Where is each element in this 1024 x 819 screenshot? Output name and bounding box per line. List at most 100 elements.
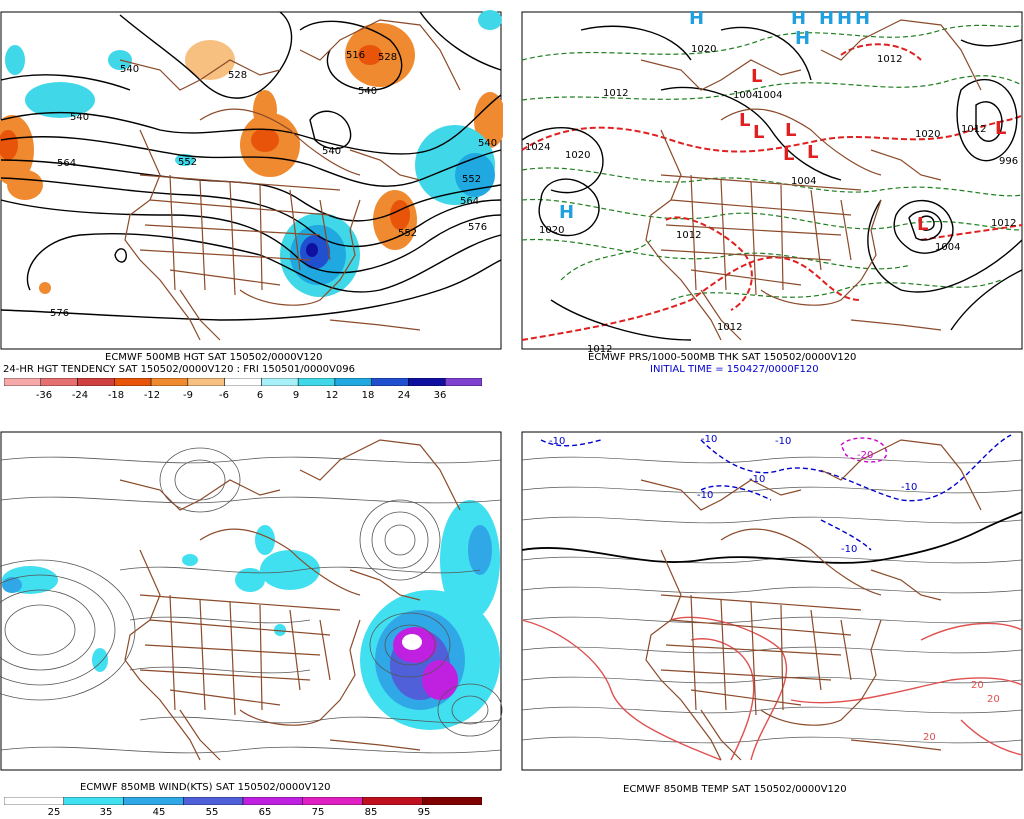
- isobar-label: 1020: [565, 150, 590, 161]
- panel-caption: ECMWF 500MB HGT SAT 150502/0000V120: [105, 352, 323, 363]
- colorbar-label: -18: [107, 390, 125, 401]
- map-500mb-height: 540 540 564 552 540 528 516 528 540 540 …: [0, 10, 503, 350]
- isobar-label: 1012: [991, 218, 1016, 229]
- isotherm-label: 20: [971, 680, 984, 691]
- temperature-isotherms: [521, 456, 1023, 744]
- cold-isotherms: [540, 434, 1012, 551]
- colorbar-swatch: [371, 378, 409, 386]
- isobar-label: 1004: [791, 176, 816, 187]
- colorbar-label: 55: [205, 807, 219, 818]
- colorbar-label: -36: [35, 390, 53, 401]
- contour-label: 564: [57, 158, 76, 169]
- colorbar-label: 12: [325, 390, 339, 401]
- contour-label: 564: [460, 196, 479, 207]
- low-pressure-marker: L: [751, 66, 762, 87]
- isotherm-label: -10: [901, 482, 917, 493]
- contour-label: 540: [120, 64, 139, 75]
- contour-label: 540: [358, 86, 377, 97]
- wind-speed-shading: [2, 500, 500, 730]
- low-pressure-marker: L: [995, 118, 1006, 139]
- contour-labels: 540 540 564 552 540 528 516 528 540 540 …: [50, 50, 497, 319]
- colorbar-swatch: [302, 797, 363, 805]
- colorbar-label: 25: [47, 807, 61, 818]
- colorbar-label: 65: [258, 807, 272, 818]
- high-pressure-marker: H: [791, 8, 806, 29]
- colorbar-labels: -36 -24 -18 -12 -9 -6 6 9 12 18 24 36: [4, 390, 482, 402]
- colorbar-swatch: [150, 378, 189, 386]
- contour-label: 528: [228, 70, 247, 81]
- isobar-label: 1004: [733, 90, 758, 101]
- panel-caption: ECMWF 850MB TEMP SAT 150502/0000V120: [623, 784, 847, 795]
- colorbar-label: 6: [256, 390, 264, 401]
- low-pressure-marker: L: [807, 142, 818, 163]
- contour-label: 552: [462, 174, 481, 185]
- colorbar-label: 75: [311, 807, 325, 818]
- colorbar-label: 24: [397, 390, 411, 401]
- colorbar-swatch: [261, 378, 299, 386]
- map-850mb-temperature: -10 -10 -10 -10 -10 -20 -10 20 20 -10 20: [521, 431, 1023, 771]
- map-boundaries: [119, 439, 461, 761]
- colorbar-swatch: [114, 378, 152, 386]
- height-contours: [0, 11, 502, 321]
- panel-caption: ECMWF PRS/1000-500MB THK SAT 150502/0000…: [588, 352, 857, 363]
- map-boundaries: [640, 439, 982, 761]
- warm-isotherms: [521, 616, 1023, 761]
- high-pressure-marker: H: [689, 8, 704, 29]
- tendency-shading: [0, 10, 503, 297]
- low-pressure-marker: L: [785, 120, 796, 141]
- isobar-label: 1020: [915, 129, 940, 140]
- contour-label: 540: [478, 138, 497, 149]
- colorbar-swatch: [123, 797, 184, 805]
- isobar-labels: 1020 1012 1004 1004 1020 1012 996 1020 1…: [525, 44, 1018, 355]
- high-pressure-marker: H: [819, 8, 834, 29]
- low-pressure-marker: L: [739, 110, 750, 131]
- colorbar-swatch: [444, 378, 482, 386]
- isobar-label: 1012: [603, 88, 628, 99]
- isotherm-label: -10: [701, 434, 717, 445]
- colorbar-labels: 25 35 45 55 65 75 85 95: [4, 807, 482, 819]
- isobar-label: 1012: [717, 322, 742, 333]
- colorbar-label: -9: [183, 390, 193, 401]
- colorbar-label: 36: [433, 390, 447, 401]
- high-pressure-marker: H: [559, 202, 574, 223]
- isobar-label: 1004: [757, 90, 782, 101]
- colorbar-swatch: [187, 378, 225, 386]
- isobar-label: 1012: [961, 124, 986, 135]
- isobar-label: 1024: [525, 142, 550, 153]
- very-cold-isotherms: [840, 437, 888, 463]
- colorbar-swatch: [334, 378, 372, 386]
- colorbar-label: 95: [417, 807, 431, 818]
- colorbar-label: -6: [219, 390, 229, 401]
- map-frame: [521, 11, 1023, 350]
- colorbar-label: 9: [292, 390, 300, 401]
- isobar-label: 1012: [877, 54, 902, 65]
- contour-label: 540: [322, 146, 341, 157]
- contour-label: 552: [398, 228, 417, 239]
- high-pressure-marker: H: [855, 8, 870, 29]
- panel-850mb-temperature: -10 -10 -10 -10 -10 -20 -10 20 20 -10 20…: [521, 420, 1024, 819]
- colorbar-swatch: [183, 797, 244, 805]
- freezing-isotherm: [521, 511, 1023, 564]
- colorbar-label: -24: [71, 390, 89, 401]
- map-850mb-wind: [0, 431, 503, 771]
- contour-label: 540: [70, 112, 89, 123]
- panel-caption: ECMWF 850MB WIND(KTS) SAT 150502/0000V12…: [80, 782, 331, 793]
- colorbar-swatch: [77, 378, 115, 386]
- isotherm-label: -10: [749, 474, 765, 485]
- isotherm-label: -10: [697, 490, 713, 501]
- contour-label: 576: [50, 308, 69, 319]
- colorbar-swatch: [4, 797, 64, 805]
- isotherm-label: -20: [857, 450, 873, 461]
- high-pressure-markers: H H H H H H H: [559, 8, 870, 223]
- isobar-label: 1020: [539, 225, 564, 236]
- colorbar-label: 45: [152, 807, 166, 818]
- colorbar-label: -12: [143, 390, 161, 401]
- map-boundaries: [119, 19, 461, 341]
- isotherm-label: -10: [775, 436, 791, 447]
- contour-label: 516: [346, 50, 365, 61]
- isobar-label: 1020: [691, 44, 716, 55]
- map-pressure-thickness: 1020 1012 1004 1004 1020 1012 996 1020 1…: [521, 8, 1023, 355]
- isobar-label: 1004: [935, 242, 960, 253]
- panel-850mb-wind: ECMWF 850MB WIND(KTS) SAT 150502/0000V12…: [0, 420, 503, 819]
- colorbar-tendency: [4, 378, 482, 386]
